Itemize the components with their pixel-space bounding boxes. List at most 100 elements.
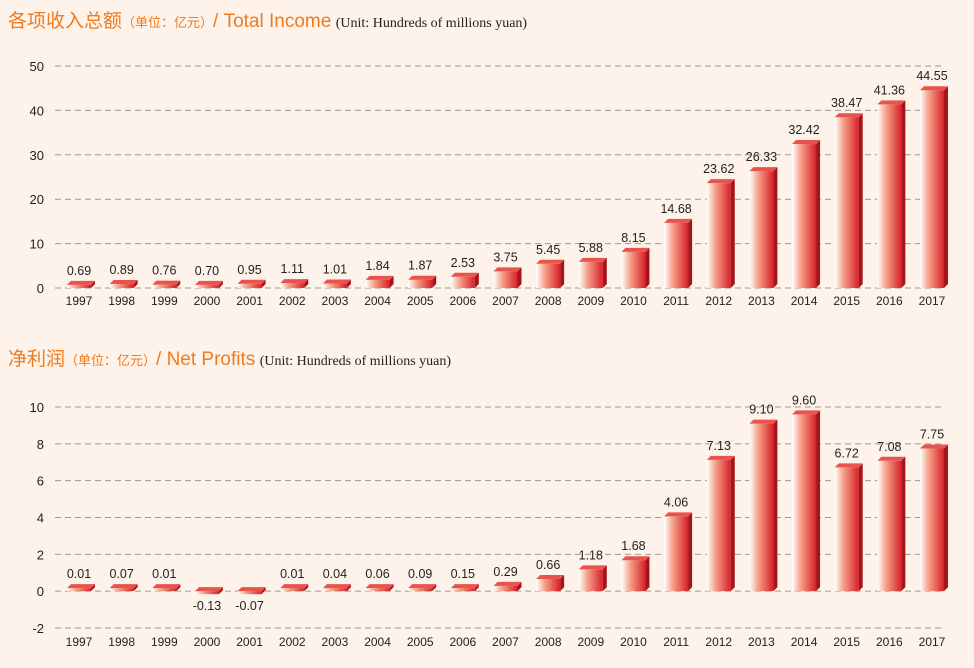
bar-side [218,280,223,288]
bar-side [730,179,735,288]
bar-2012 [706,455,735,592]
data-label: 6.72 [835,446,859,460]
unit-cn: （单位：亿元） [122,16,214,31]
bar-front [920,90,944,288]
data-label: 0.70 [195,264,219,278]
y-tick-label: 50 [30,59,44,74]
bar-front [706,183,731,288]
data-label: 7.75 [920,427,944,441]
data-label: 1.01 [323,263,347,277]
bar-front [792,144,817,288]
y-tick-label: 4 [37,511,44,526]
data-label: 0.01 [280,567,304,581]
data-label: 38.47 [831,96,862,110]
bar-top [493,581,522,586]
bar-side [474,584,479,592]
data-label: 4.06 [664,495,688,509]
x-tick-label: 1999 [151,635,178,649]
x-tick-label: 2002 [279,294,306,308]
bar-2003 [322,584,351,592]
bar-top [237,279,266,284]
data-label: 0.89 [109,263,133,277]
bar-top [237,587,266,592]
bar-top [664,218,693,223]
bar-front [664,222,689,288]
bar-side [602,565,607,592]
bar-side [261,587,266,595]
bar-top [621,556,650,561]
bar-front [194,284,219,288]
x-tick-label: 2001 [236,294,263,308]
bar-front [237,591,262,595]
bar-front [706,459,731,592]
data-label: 5.88 [579,241,603,255]
bar-side [645,556,650,592]
bar-side [773,419,778,592]
bar-2009 [578,565,607,592]
bar-side [901,456,906,592]
x-tick-label: 2012 [705,635,732,649]
bar-front [194,591,219,595]
bar-1999 [152,280,181,288]
bar-2006 [450,272,479,288]
x-tick-label: 2008 [535,294,562,308]
bar-2001 [237,587,266,595]
x-tick-label: 2011 [663,635,689,649]
x-tick-label: 1997 [66,294,93,308]
data-label: 0.66 [536,558,560,572]
bar-top [578,565,607,570]
x-tick-label: 2013 [748,294,775,308]
bar-top [664,512,693,517]
data-label: 0.09 [408,567,432,581]
x-tick-label: 2006 [449,635,476,649]
bar-front [536,579,561,592]
data-label: 0.01 [67,567,91,581]
x-tick-label: 2005 [407,294,434,308]
bar-2008 [536,259,565,288]
bar-2017 [920,444,948,592]
y-tick-label: 10 [30,237,44,252]
x-tick-label: 2003 [322,635,349,649]
bar-front [450,588,475,592]
bar-2016 [877,100,906,288]
bar-side [517,581,522,592]
bar-front [621,251,646,288]
total-income-title: 各项收入总额（单位：亿元）/ Total Income (Unit: Hundr… [8,6,527,33]
data-label: 1.18 [579,548,603,562]
data-label: 2.53 [451,256,475,270]
x-tick-label: 2010 [620,294,647,308]
bar-2015 [834,463,863,592]
bar-side [816,140,821,288]
bar-top [67,584,95,589]
bar-side [688,218,693,288]
y-tick-label: 0 [37,281,44,296]
bar-front [578,569,603,592]
bar-1997 [67,584,95,592]
bar-side [560,575,565,592]
total-income-plot: 0 10 20 30 40 50 0.69 1997 0.89 1998 0.76 1999 0.70 2… [30,59,948,308]
bar-side [91,584,95,592]
bar-side [304,279,309,288]
bar-front [365,588,390,592]
bar-2000 [194,587,223,595]
data-label: 0.69 [67,264,91,278]
x-tick-label: 2006 [449,294,476,308]
y-tick-label: 10 [30,400,44,415]
bar-top [877,456,906,461]
x-tick-label: 2003 [322,294,349,308]
bar-top [194,587,223,592]
x-tick-label: 2017 [919,294,946,308]
x-tick-label: 1998 [108,294,135,308]
total-income-chart: 各项收入总额（单位：亿元）/ Total Income (Unit: Hundr… [0,0,974,320]
bar-top [365,584,394,589]
x-tick-label: 2009 [577,294,604,308]
data-label: 0.95 [237,263,261,277]
bar-top [536,575,565,580]
bar-front [920,448,944,592]
bar-front [450,276,475,288]
x-tick-label: 2017 [919,635,946,649]
x-tick-label: 1999 [151,294,178,308]
bar-2012 [706,179,735,288]
bar-top [322,279,351,284]
bar-2017 [920,86,948,288]
